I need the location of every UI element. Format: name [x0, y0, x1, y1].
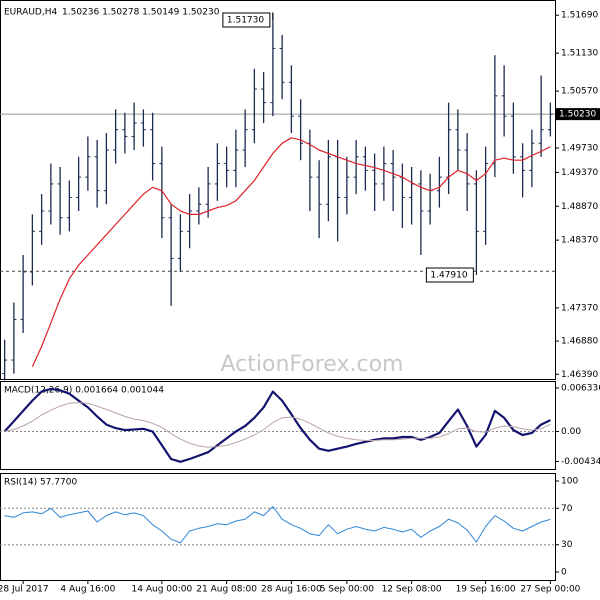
- x-tick-label: 28 Jul 2017: [0, 585, 49, 595]
- x-tick-label: 12 Sep 08:00: [382, 585, 442, 595]
- y-tick-label: 1.48870: [561, 202, 598, 212]
- y-tick-label: 1.51130: [561, 49, 598, 59]
- y-tick-label: 100: [561, 477, 578, 487]
- x-tick-label: 4 Aug 16:00: [60, 585, 115, 595]
- annotation-box: [425, 267, 474, 283]
- y-tick-label: -0.004347: [561, 457, 600, 467]
- panel-frame: [0, 0, 556, 380]
- y-tick-label: 1.46390: [561, 370, 598, 380]
- series-line: [4, 402, 551, 448]
- watermark: ActionForex.com: [221, 352, 404, 377]
- y-tick-label: 0: [561, 567, 567, 577]
- y-tick-label: 1.49730: [561, 144, 598, 154]
- symbol-label: EURAUD,H4: [4, 8, 57, 18]
- ohlc-header: 1.50236 1.50278 1.50149 1.50230: [62, 8, 220, 18]
- x-tick-label: 14 Aug 00:00: [132, 585, 193, 595]
- y-tick-label: 70: [561, 504, 573, 514]
- panel-frame: [0, 381, 556, 470]
- x-tick-label: 19 Sep 16:00: [456, 585, 516, 595]
- y-tick-label: 30: [561, 540, 573, 550]
- y-tick-label: 1.48370: [561, 236, 598, 246]
- y-tick-label: 1.50570: [561, 87, 598, 97]
- y-tick-label: 1.47370: [561, 303, 598, 313]
- y-tick-label: 1.46880: [561, 337, 598, 347]
- panel-frame: [0, 473, 556, 581]
- indicator-header: MACD(12,26,9) 0.001664 0.001044: [4, 386, 164, 396]
- current-price-box: [556, 108, 600, 121]
- annotation-label: 1.51730: [227, 16, 264, 26]
- y-tick-label: 1.51690: [561, 11, 598, 21]
- annotation-label: 1.47910: [430, 271, 467, 281]
- series-line: [4, 506, 551, 544]
- x-tick-label: 28 Aug 16:00: [261, 585, 322, 595]
- indicator-header: RSI(14) 57.7700: [4, 478, 77, 488]
- x-tick-label: 27 Sep 00:00: [520, 585, 580, 595]
- x-tick-label: 21 Aug 08:00: [196, 585, 257, 595]
- y-tick-label: 0.00: [561, 427, 581, 437]
- annotation-box: [222, 12, 271, 28]
- series-line: [31, 137, 551, 368]
- y-tick-label: 1.49370: [561, 168, 598, 178]
- series-line: [3, 387, 551, 463]
- current-price-label: 1.50230: [559, 110, 596, 120]
- y-tick-label: 0.006336: [561, 383, 600, 393]
- x-tick-label: 5 Sep 00:00: [320, 585, 375, 595]
